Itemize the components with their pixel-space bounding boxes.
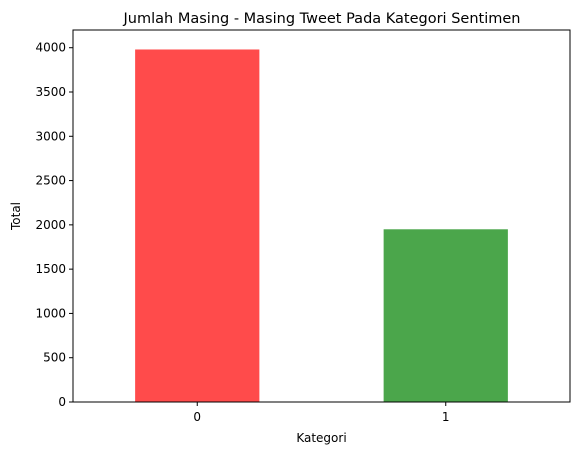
- chart-title: Jumlah Masing - Masing Tweet Pada Katego…: [123, 11, 521, 27]
- x-axis-label: Kategori: [296, 431, 346, 445]
- y-axis-label: Total: [9, 202, 23, 231]
- y-tick-label: 2500: [35, 174, 66, 188]
- bar-0: [135, 49, 260, 402]
- y-axis-ticks: 0 500 1000 1500 2000 2500 3000 3500 4000: [35, 41, 73, 409]
- y-tick-label: 1500: [35, 262, 66, 276]
- y-tick-label: 3500: [35, 85, 66, 99]
- y-tick-label: 3000: [35, 129, 66, 143]
- y-tick-label: 4000: [35, 41, 66, 55]
- x-tick-label: 0: [193, 410, 201, 424]
- x-tick-label: 1: [442, 410, 450, 424]
- y-tick-label: 0: [58, 395, 66, 409]
- bar-1: [383, 229, 508, 402]
- plot-frame: [72, 29, 571, 403]
- bars: [135, 49, 508, 402]
- y-tick-label: 500: [43, 351, 66, 365]
- y-tick-label: 1000: [35, 306, 66, 320]
- y-tick-label: 2000: [35, 218, 66, 232]
